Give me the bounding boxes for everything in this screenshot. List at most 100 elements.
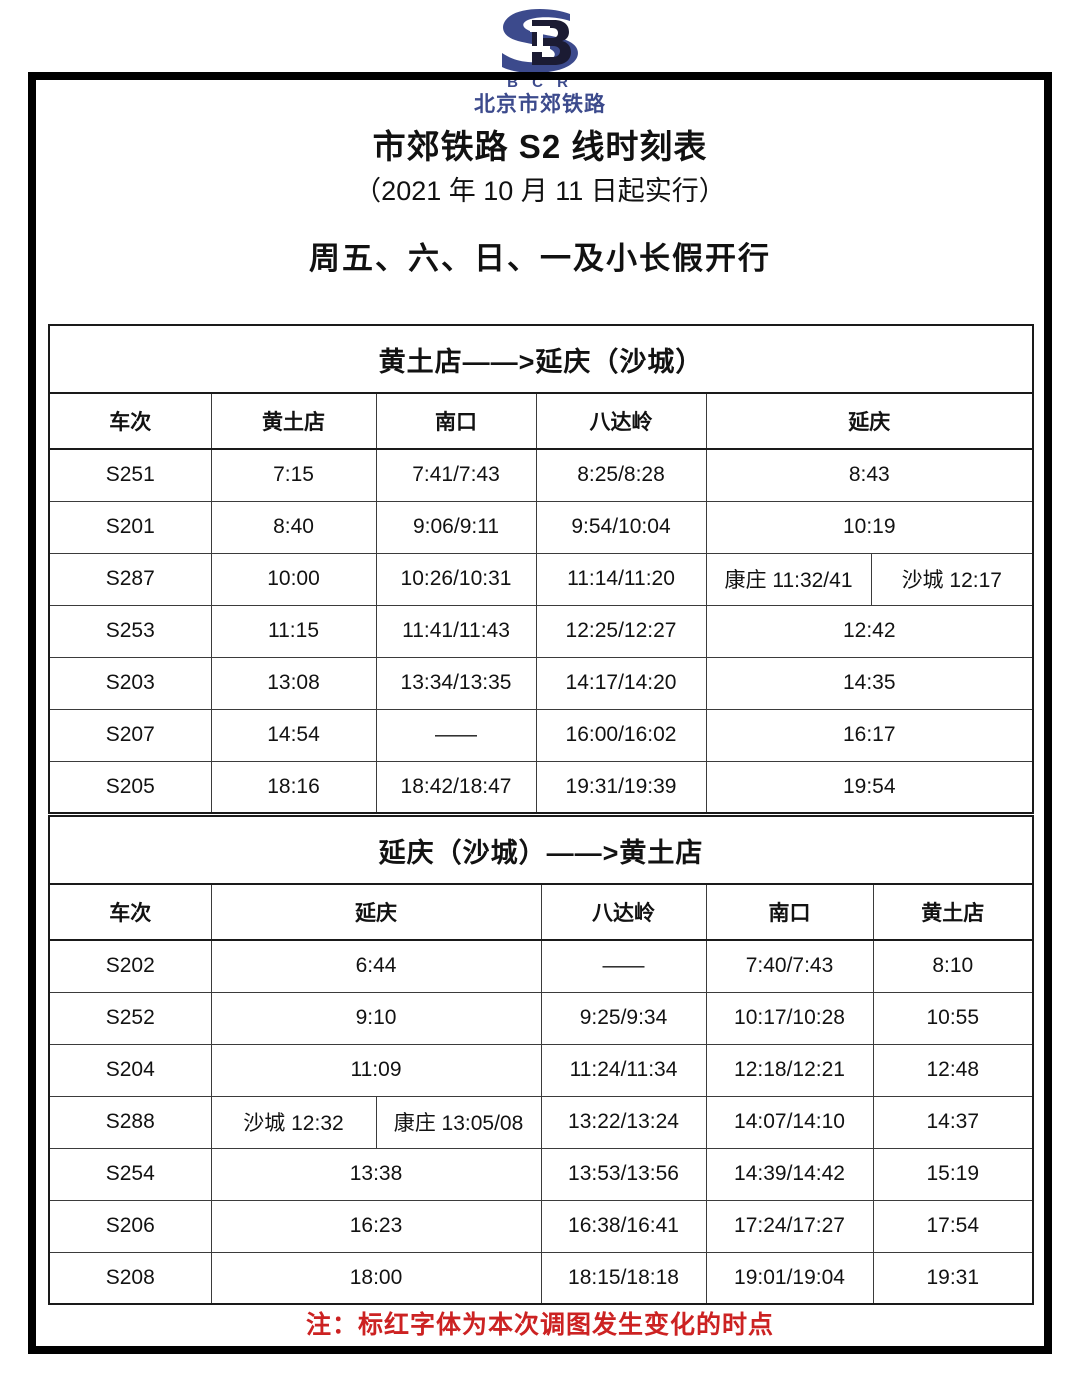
column-header: 延庆: [705, 392, 1035, 450]
time-cell: 10:55: [872, 991, 1035, 1045]
time-cell: ——: [375, 708, 537, 762]
time-cell: 13:34/13:35: [375, 656, 537, 710]
time-cell: 11:15: [210, 604, 377, 658]
time-cell: 13:22/13:24: [540, 1095, 707, 1149]
time-cell: 康庄 11:32/41: [705, 552, 872, 606]
time-cell: 康庄 13:05/08: [375, 1095, 542, 1149]
train-number-cell: S205: [48, 760, 212, 814]
timetable-outbound: 黄土店——>延庆（沙城） 车次 黄土店 南口 八达岭 延庆 S251 7:15 7:41/7:4…: [47, 324, 1035, 814]
column-header: 延庆: [210, 883, 542, 941]
train-number-cell: S203: [48, 656, 212, 710]
time-cell: 13:53/13:56: [540, 1147, 707, 1201]
table-row: S207 14:54 —— 16:00/16:02 16:17: [48, 708, 1035, 762]
effective-date: （2021 年 10 月 11 日起实行）: [354, 175, 726, 206]
table-row: S201 8:40 9:06/9:11 9:54/10:04 10:19: [48, 500, 1035, 554]
time-cell: 18:00: [210, 1251, 542, 1305]
table-row: S205 18:16 18:42/18:47 19:31/19:39 19:54: [48, 760, 1035, 814]
section-title: 黄土店——>延庆（沙城）: [47, 324, 1035, 394]
train-number-cell: S206: [48, 1199, 212, 1253]
section-title-row: 黄土店——>延庆（沙城）: [47, 324, 1035, 394]
time-cell: 14:17/14:20: [535, 656, 707, 710]
time-cell: 16:38/16:41: [540, 1199, 707, 1253]
time-cell: 10:00: [210, 552, 377, 606]
section-title: 延庆（沙城）——>黄土店: [47, 815, 1035, 885]
time-cell: 6:44: [210, 939, 542, 993]
time-cell: 11:14/11:20: [535, 552, 707, 606]
column-header: 八达岭: [535, 392, 707, 450]
train-number-cell: S252: [48, 991, 212, 1045]
time-cell: 12:42: [705, 604, 1035, 658]
table-row: S208 18:00 18:15/18:18 19:01/19:04 19:31: [48, 1251, 1035, 1305]
table-row: S288 沙城 12:32 康庄 13:05/08 13:22/13:24 14:07/…: [48, 1095, 1035, 1149]
column-header-row: 车次 黄土店 南口 八达岭 延庆: [48, 392, 1035, 450]
time-cell: 8:40: [210, 500, 377, 554]
time-cell: 19:31: [872, 1251, 1035, 1305]
table-row: S251 7:15 7:41/7:43 8:25/8:28 8:43: [48, 448, 1035, 502]
time-cell: 8:25/8:28: [535, 448, 707, 502]
column-header: 黄土店: [210, 392, 377, 450]
train-number-cell: S253: [48, 604, 212, 658]
time-cell: 16:17: [705, 708, 1035, 762]
title-block: 市郊铁路 S2 线时刻表 （2021 年 10 月 11 日起实行） 周五、六、…: [28, 126, 1052, 279]
train-number-cell: S254: [48, 1147, 212, 1201]
time-cell: 9:25/9:34: [540, 991, 707, 1045]
column-header: 南口: [705, 883, 874, 941]
time-cell: 沙城 12:32: [210, 1095, 377, 1149]
train-number-cell: S202: [48, 939, 212, 993]
train-number-cell: S288: [48, 1095, 212, 1149]
time-cell: 7:40/7:43: [705, 939, 874, 993]
column-header: 南口: [375, 392, 537, 450]
train-number-cell: S204: [48, 1043, 212, 1097]
time-cell: 11:24/11:34: [540, 1043, 707, 1097]
time-cell: 10:26/10:31: [375, 552, 537, 606]
time-cell: 9:06/9:11: [375, 500, 537, 554]
column-header: 八达岭: [540, 883, 707, 941]
table-row: S204 11:09 11:24/11:34 12:18/12:21 12:48: [48, 1043, 1035, 1097]
time-cell: 10:19: [705, 500, 1035, 554]
time-cell: 11:41/11:43: [375, 604, 537, 658]
time-cell: 14:54: [210, 708, 377, 762]
train-number-cell: S208: [48, 1251, 212, 1305]
time-cell: 8:10: [872, 939, 1035, 993]
table-row: S253 11:15 11:41/11:43 12:25/12:27 12:42: [48, 604, 1035, 658]
brand-header: B C R 北京市郊铁路: [0, 6, 1080, 126]
bcr-rail-logo-icon: [502, 8, 578, 74]
column-header-row: 车次 延庆 八达岭 南口 黄土店: [48, 883, 1035, 941]
footnote: 注：标红字体为本次调图发生变化的时点: [305, 1311, 774, 1339]
train-number-cell: S287: [48, 552, 212, 606]
column-header: 车次: [48, 883, 212, 941]
time-cell: 19:54: [705, 760, 1035, 814]
time-cell: 沙城 12:17: [870, 552, 1035, 606]
table-row: S202 6:44 —— 7:40/7:43 8:10: [48, 939, 1035, 993]
time-cell: 12:18/12:21: [705, 1043, 874, 1097]
time-cell: 13:08: [210, 656, 377, 710]
poster-frame: [28, 72, 1052, 1354]
time-cell: 11:09: [210, 1043, 542, 1097]
time-cell: 16:00/16:02: [535, 708, 707, 762]
time-cell: 9:10: [210, 991, 542, 1045]
time-cell: 12:48: [872, 1043, 1035, 1097]
time-cell: 7:41/7:43: [375, 448, 537, 502]
time-cell: 19:31/19:39: [535, 760, 707, 814]
timetable-inbound: 延庆（沙城）——>黄土店 车次 延庆 八达岭 南口 黄土店 S202 6:44 —— 7:40/7…: [47, 815, 1035, 1305]
time-cell: 9:54/10:04: [535, 500, 707, 554]
time-cell: 17:24/17:27: [705, 1199, 874, 1253]
time-cell: 13:38: [210, 1147, 542, 1201]
time-cell: 7:15: [210, 448, 377, 502]
time-cell: 12:25/12:27: [535, 604, 707, 658]
time-cell: 8:43: [705, 448, 1035, 502]
time-cell: 14:07/14:10: [705, 1095, 874, 1149]
train-number-cell: S207: [48, 708, 212, 762]
table-row: S203 13:08 13:34/13:35 14:17/14:20 14:35: [48, 656, 1035, 710]
time-cell: 19:01/19:04: [705, 1251, 874, 1305]
time-cell: 18:15/18:18: [540, 1251, 707, 1305]
time-cell: 18:42/18:47: [375, 760, 537, 814]
column-header: 黄土店: [872, 883, 1035, 941]
time-cell: 17:54: [872, 1199, 1035, 1253]
page-title: 市郊铁路 S2 线时刻表: [372, 128, 708, 165]
service-days: 周五、六、日、一及小长假开行: [309, 240, 771, 276]
table-row: S206 16:23 16:38/16:41 17:24/17:27 17:54: [48, 1199, 1035, 1253]
time-cell: 14:35: [705, 656, 1035, 710]
brand-name: 北京市郊铁路: [474, 93, 606, 116]
